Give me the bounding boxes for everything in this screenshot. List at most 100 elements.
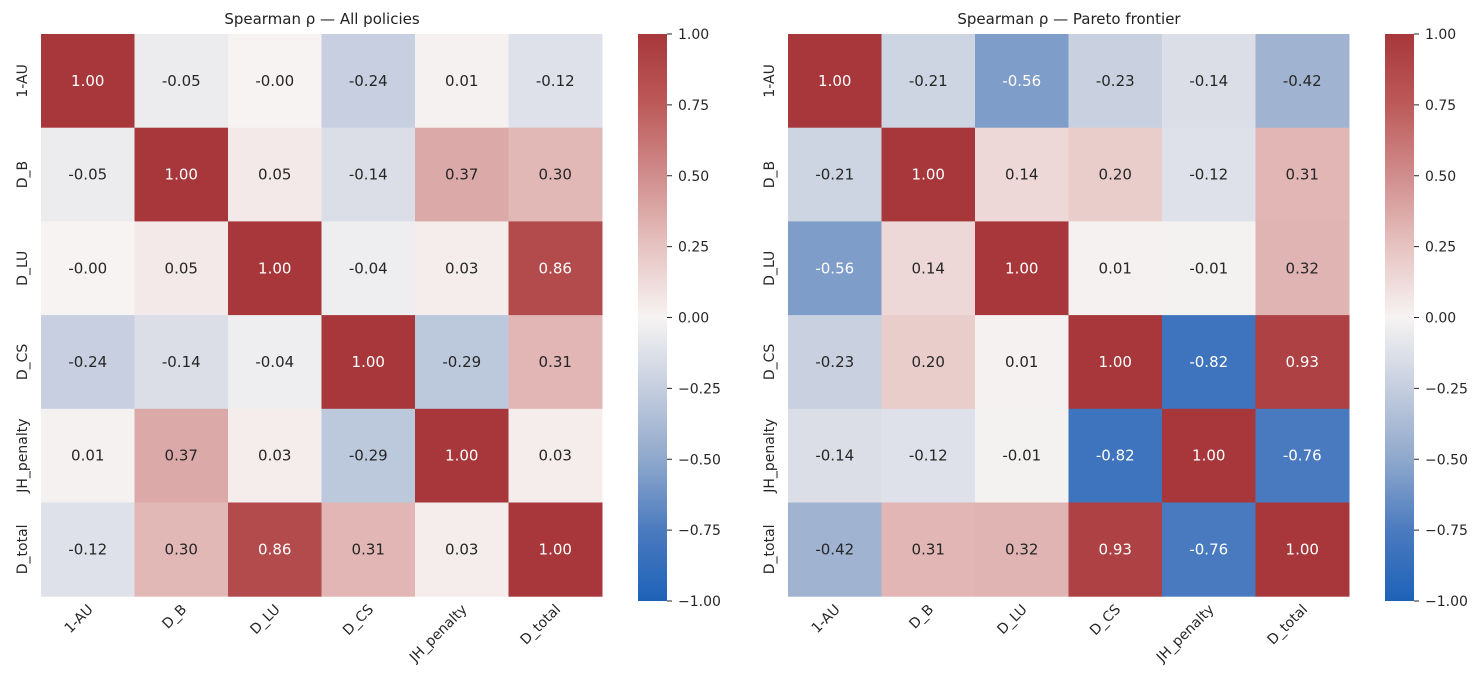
colorbar-tick-label: 0.75 xyxy=(1425,98,1456,114)
cell-value-label: 0.31 xyxy=(912,540,945,558)
cell-value-label: 1.00 xyxy=(1005,259,1038,277)
heatmap-cell xyxy=(1068,315,1163,410)
cell-value-label: -0.23 xyxy=(815,353,854,371)
heatmap-cell xyxy=(975,34,1069,129)
colorbar-tick-label: −0.75 xyxy=(678,523,721,539)
heatmap-panel-pareto-frontier: Spearman ρ — Pareto frontier 1.00 -0.21 -0… xyxy=(762,10,1468,666)
x-tick-label: D_CS xyxy=(1087,602,1124,639)
cell-value-label: -0.56 xyxy=(1002,72,1041,90)
y-tick-label: 1-AU xyxy=(762,64,778,97)
heatmap-cell xyxy=(508,408,603,503)
heatmap-cell xyxy=(1068,502,1163,597)
cell-value-label: -0.24 xyxy=(349,72,388,90)
colorbar-ticks: 1.00 0.75 0.50 0.25 0.00 −0.25 −0.50 −0.75 −1.00 xyxy=(667,27,721,610)
cell-value-label: -0.24 xyxy=(68,353,107,371)
cell-value-label: -0.29 xyxy=(349,447,388,465)
cell-value-label: 0.31 xyxy=(1286,166,1319,184)
cell-value-label: -0.82 xyxy=(1096,447,1135,465)
heatmap-cell xyxy=(1068,34,1163,129)
heatmap-cell xyxy=(1162,127,1256,222)
heatmap-cell xyxy=(321,34,416,129)
colorbar-tick-label: −0.50 xyxy=(678,452,721,468)
heatmap-cell xyxy=(41,315,135,410)
heatmap-cell xyxy=(1162,221,1256,316)
x-tick-label: D_CS xyxy=(340,602,377,639)
heatmap-cell xyxy=(1255,408,1350,503)
colorbar-tick-label: −0.50 xyxy=(1425,452,1468,468)
cell-value-label: -0.14 xyxy=(1189,72,1228,90)
cell-value-label: 0.37 xyxy=(445,166,478,184)
chart-title: Spearman ρ — All policies xyxy=(224,10,420,28)
heatmap-cell xyxy=(975,221,1069,316)
cell-value-label: -0.05 xyxy=(68,166,107,184)
heatmap-cell xyxy=(1162,502,1256,597)
cell-value-label: 0.93 xyxy=(1286,353,1319,371)
cell-value-label: 1.00 xyxy=(71,72,104,90)
heatmap-cell xyxy=(228,221,322,316)
heatmap-cell xyxy=(508,34,603,129)
heatmap-cell xyxy=(1255,127,1350,222)
cell-value-label: 0.32 xyxy=(1286,259,1319,277)
heatmap-cell xyxy=(321,502,416,597)
y-tick-label: D_LU xyxy=(762,251,778,286)
x-tick-label: D_LU xyxy=(994,602,1030,638)
y-tick-labels: 1-AU D_B D_LU D_CS JH_penalty D_total xyxy=(15,64,31,574)
x-tick-labels: 1-AU D_B D_LU D_CS JH_penalty D_total xyxy=(62,602,564,667)
colorbar-tick-label: 0.25 xyxy=(1425,240,1456,256)
y-tick-label: D_CS xyxy=(15,344,31,381)
colorbar: 1.00 0.75 0.50 0.25 0.00 −0.25 −0.50 −0.75 −1.00 xyxy=(1385,27,1468,610)
heatmap-cell xyxy=(508,127,603,222)
cell-value-label: -0.42 xyxy=(815,540,854,558)
colorbar-gradient xyxy=(638,34,667,601)
heatmap-cell xyxy=(788,221,882,316)
x-tick-label: D_total xyxy=(1265,602,1312,649)
colorbar-tick-label: −1.00 xyxy=(1425,594,1468,610)
cell-value-label: -0.21 xyxy=(815,166,854,184)
y-tick-label: D_total xyxy=(15,524,31,574)
cell-value-label: 0.14 xyxy=(1005,166,1038,184)
heatmap-cell xyxy=(134,221,229,316)
heatmap-cell xyxy=(415,408,509,503)
heatmap-cell xyxy=(41,221,135,316)
heatmap-cell xyxy=(415,221,509,316)
cell-value-label: -0.12 xyxy=(536,72,575,90)
heatmap-cell xyxy=(134,315,229,410)
heatmap-cell xyxy=(228,408,322,503)
chart-title: Spearman ρ — Pareto frontier xyxy=(957,10,1181,28)
x-tick-label: D_total xyxy=(518,602,565,649)
x-tick-label: JH_penalty xyxy=(406,602,471,667)
cell-value-label: 0.86 xyxy=(539,259,572,277)
cell-value-label: 0.01 xyxy=(1099,259,1132,277)
x-tick-label: D_B xyxy=(906,602,937,633)
cell-value-label: 0.30 xyxy=(539,166,572,184)
heatmap-cell xyxy=(1255,34,1350,129)
y-tick-label: D_LU xyxy=(15,251,31,286)
heatmap-cells: 1.00 -0.21 -0.56 -0.23 -0.14 -0.42 -0.21 1.00 0.… xyxy=(788,34,1350,597)
cell-value-label: -0.21 xyxy=(909,72,948,90)
heatmap-cell xyxy=(975,502,1069,597)
cell-value-label: 0.05 xyxy=(165,259,198,277)
y-tick-label: JH_penalty xyxy=(15,419,31,494)
cell-value-label: 0.01 xyxy=(445,72,478,90)
heatmap-cell xyxy=(881,315,976,410)
heatmap-cells: 1.00 -0.05 -0.00 -0.24 0.01 -0.12 -0.05 1.00 0.0… xyxy=(41,34,603,597)
colorbar-tick-label: −0.25 xyxy=(1425,381,1468,397)
heatmap-cell xyxy=(1162,315,1256,410)
cell-value-label: 0.86 xyxy=(258,540,291,558)
cell-value-label: 0.03 xyxy=(445,259,478,277)
heatmap-cell xyxy=(881,502,976,597)
y-tick-label: D_total xyxy=(762,524,778,574)
cell-value-label: -0.82 xyxy=(1189,353,1228,371)
cell-value-label: 0.31 xyxy=(352,540,385,558)
cell-value-label: -0.14 xyxy=(162,353,201,371)
colorbar: 1.00 0.75 0.50 0.25 0.00 −0.25 −0.50 −0.75 −1.00 xyxy=(638,27,721,610)
cell-value-label: 0.20 xyxy=(1099,166,1132,184)
heatmap-cell xyxy=(321,127,416,222)
heatmap-cell xyxy=(881,408,976,503)
cell-value-label: -0.01 xyxy=(1189,259,1228,277)
heatmap-cell xyxy=(508,315,603,410)
cell-value-label: 1.00 xyxy=(445,447,478,465)
cell-value-label: 0.05 xyxy=(258,166,291,184)
heatmap-cell xyxy=(788,127,882,222)
